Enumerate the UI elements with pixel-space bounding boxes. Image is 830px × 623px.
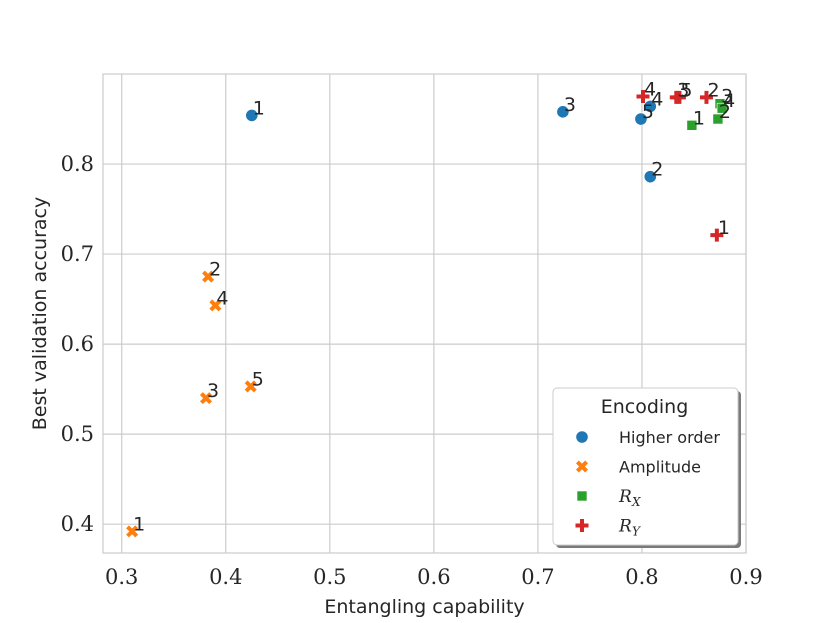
- x-tick-label: 0.8: [625, 565, 658, 589]
- data-point: [710, 228, 724, 242]
- y-tick-label: 0.5: [61, 422, 94, 446]
- point-label: 3: [721, 86, 733, 108]
- point-label: 5: [252, 368, 264, 390]
- legend-box: [552, 387, 739, 546]
- plus-marker: [699, 90, 713, 104]
- point-label: 4: [723, 90, 735, 112]
- legend-marker: [575, 460, 589, 473]
- circle-marker: [643, 170, 657, 184]
- plus-marker: [710, 228, 724, 242]
- point-label: 5: [680, 79, 692, 101]
- point-label: 3: [564, 94, 576, 116]
- circle-marker: [556, 105, 570, 119]
- point-label: 5: [642, 101, 654, 123]
- point-label: 3: [677, 79, 689, 101]
- x-marker: [575, 460, 589, 473]
- legend-label-subscript: X: [631, 495, 641, 509]
- point-label: 2: [719, 101, 731, 123]
- x-tick-label: 0.7: [521, 565, 554, 589]
- plus-marker: [672, 90, 686, 104]
- square-marker: [576, 490, 588, 502]
- point-label: 3: [207, 380, 219, 402]
- point-label: 2: [651, 159, 663, 181]
- series-amplitude: [126, 270, 257, 538]
- legend-label: Amplitude: [619, 458, 701, 477]
- x-tick-label: 0.9: [729, 565, 762, 589]
- x-marker: [126, 525, 139, 538]
- y-axis-label: Best validation accuracy: [29, 197, 51, 430]
- data-point: [716, 102, 728, 114]
- series-r-x: [686, 98, 728, 131]
- legend-title: Encoding: [601, 396, 689, 418]
- point-label: 1: [718, 217, 730, 239]
- series-higher-order: [245, 99, 657, 184]
- data-point: [643, 99, 657, 114]
- y-tick-label: 0.6: [61, 332, 94, 356]
- y-tick-label: 0.4: [61, 512, 94, 536]
- legend-label: R: [618, 517, 632, 537]
- legend-label-subscript: Y: [632, 525, 641, 539]
- data-point: [686, 120, 698, 131]
- legend-item: Higher order: [575, 428, 720, 447]
- data-point: [209, 299, 222, 312]
- circle-marker: [634, 112, 648, 126]
- x-tick-label: 0.6: [417, 565, 450, 589]
- grid-lines: [103, 74, 747, 553]
- x-tick-label: 0.3: [105, 565, 138, 589]
- square-marker: [712, 113, 724, 125]
- point-label: 4: [644, 79, 656, 101]
- point-label: 4: [651, 88, 663, 110]
- legend-marker: [575, 519, 589, 532]
- point-label: 1: [133, 513, 145, 535]
- plus-marker: [575, 519, 589, 532]
- circle-marker: [245, 108, 259, 123]
- legend-marker: [576, 490, 588, 502]
- data-point: [126, 525, 139, 538]
- data-point: [245, 108, 259, 123]
- data-point: [672, 90, 686, 104]
- x-marker: [244, 380, 257, 393]
- legend-label: Higher order: [619, 428, 720, 447]
- data-point: [556, 105, 570, 119]
- data-point: [202, 270, 215, 283]
- point-label: 2: [707, 79, 719, 101]
- plus-marker: [636, 90, 650, 104]
- x-marker: [209, 299, 222, 312]
- square-marker: [716, 102, 728, 114]
- data-point: [199, 392, 213, 405]
- point-label: 1: [693, 107, 705, 129]
- point-label: 4: [216, 287, 228, 309]
- series-r-y: [636, 90, 724, 242]
- data-point: [643, 170, 657, 184]
- data-point: [634, 112, 648, 126]
- y-tick-label: 0.8: [61, 152, 94, 176]
- x-marker: [202, 270, 215, 283]
- data-point: [244, 380, 257, 393]
- point-label: 1: [253, 97, 265, 119]
- legend-label: R: [618, 487, 632, 507]
- point-label: 2: [209, 259, 221, 281]
- data-point: [636, 90, 650, 104]
- data-points: [126, 90, 728, 538]
- legend-item: Amplitude: [575, 458, 701, 477]
- x-tick-label: 0.4: [209, 565, 242, 589]
- plot-frame: [102, 73, 747, 554]
- circle-marker: [643, 99, 657, 114]
- tick-labels: 0.3 0.4 0.5 0.6 0.7 0.8 0.9 0.4 0.5 0.6 0.7 0.8: [61, 152, 763, 589]
- x-marker: [199, 392, 213, 405]
- data-point: [712, 113, 724, 125]
- x-axis-label: Entangling capability: [324, 596, 524, 618]
- square-marker: [686, 120, 698, 131]
- x-tick-label: 0.5: [313, 565, 346, 589]
- legend-marker: [575, 430, 589, 444]
- y-tick-label: 0.7: [61, 242, 94, 266]
- data-point: [699, 90, 713, 104]
- circle-marker: [575, 430, 589, 444]
